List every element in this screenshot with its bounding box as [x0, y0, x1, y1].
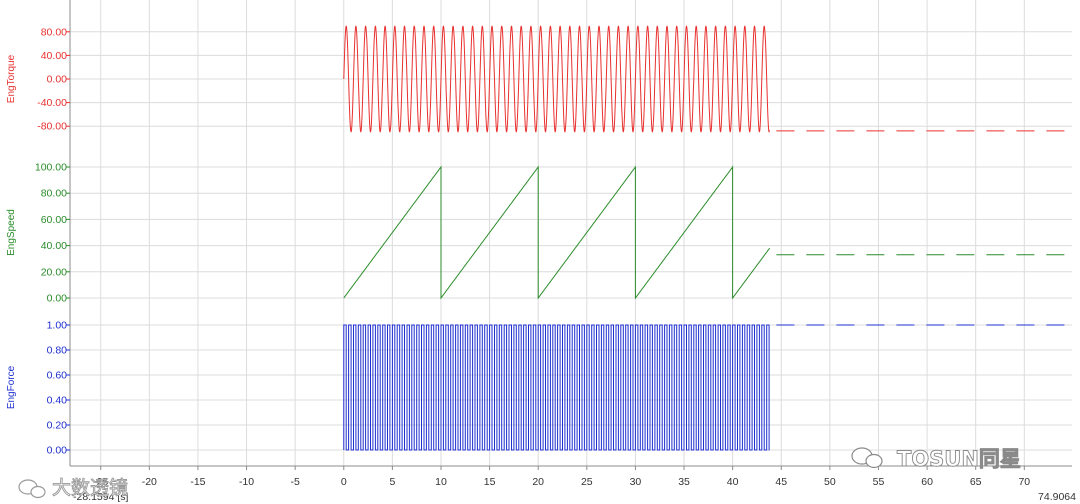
y-tick-label: -40.00: [37, 97, 67, 109]
x-axis: -25 -20 -15 -10 -5 0 5 10 15 20 25 30 35 40 45 50 55 60 65…: [70, 465, 1076, 503]
x-tick-label: 70: [1018, 476, 1030, 488]
watermark-left: 大数透镜: [52, 477, 128, 499]
x-tick-label: 20: [532, 476, 544, 488]
x-tick-label: -20: [142, 476, 157, 488]
series-label: EngSpeed: [6, 209, 17, 256]
wechat-icon: [18, 447, 883, 499]
watermarks: 大数透镜 TOSUN同星: [52, 447, 1022, 500]
x-tick-label: 15: [484, 476, 496, 488]
y-tick-label: 40.00: [41, 240, 67, 252]
x-tick-label: 35: [678, 476, 690, 488]
y-tick-label: 0.40: [47, 395, 68, 407]
x-tick-label: 55: [873, 476, 885, 488]
x-tick-label: 40: [727, 476, 739, 488]
x-tick-label: 0: [341, 476, 347, 488]
y-tick-label: 40.00: [41, 50, 67, 62]
y-tick-label: 80.00: [41, 26, 67, 38]
y-tick-label: 0.80: [47, 345, 68, 357]
trace-EngTorque: [343, 25, 770, 133]
y-tick-label: 0.60: [47, 370, 68, 382]
axes: -80.00 -40.00 0.00 40.00 80.00 EngTorque 0.00 2…: [6, 0, 71, 466]
x-tick-label: 45: [775, 476, 787, 488]
series-label: EngForce: [6, 365, 17, 409]
y-tick-label: 100.00: [35, 162, 67, 174]
y-tick-label: 60.00: [41, 214, 67, 226]
series-label: EngTorque: [6, 54, 17, 103]
trace-EngForce: [343, 324, 770, 451]
y-tick-label: 0.00: [47, 445, 68, 457]
x-tick-label: 65: [970, 476, 982, 488]
x-tick-label: 30: [630, 476, 642, 488]
y-tick-label: 20.00: [41, 266, 67, 278]
y-tick-label: 0.20: [47, 420, 68, 432]
x-tick-label: 60: [921, 476, 933, 488]
x-tick-label: -15: [190, 476, 205, 488]
x-tick-label: 5: [389, 476, 395, 488]
x-tick-label: -25: [93, 476, 108, 488]
x-tick-label: 50: [824, 476, 836, 488]
y-tick-label: 0.00: [47, 293, 68, 305]
x-tick-label: -5: [290, 476, 299, 488]
y-tick-label: 1.00: [47, 320, 68, 332]
x-view-end-label: 74.9064: [1038, 491, 1076, 503]
y-tick-label: 0.00: [47, 74, 68, 86]
x-tick-label: -10: [239, 476, 254, 488]
signal-traces: [343, 25, 1072, 451]
x-tick-label: 10: [435, 476, 447, 488]
y-tick-label: 80.00: [41, 188, 67, 200]
grid-lines: [70, 0, 1072, 466]
trace-EngSpeed: [343, 165, 771, 300]
watermark-right: TOSUN同星: [897, 447, 1021, 471]
x-tick-label: 25: [581, 476, 593, 488]
x-view-start-label: -28.1594 [s]: [73, 491, 129, 503]
y-tick-label: -80.00: [37, 121, 67, 133]
